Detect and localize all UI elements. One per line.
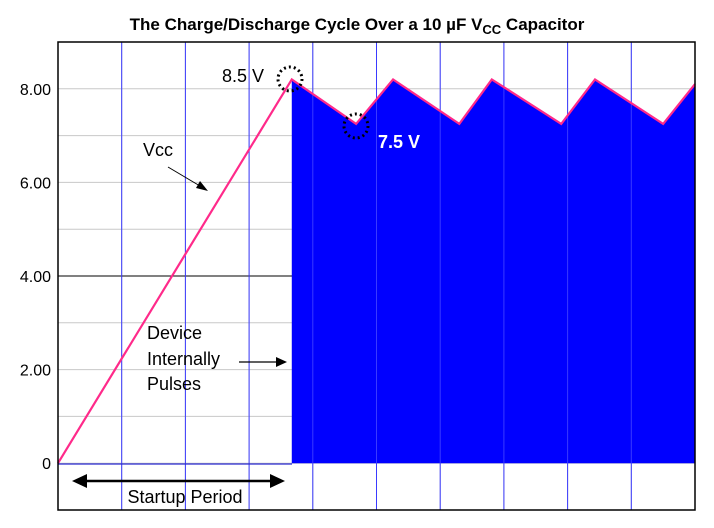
y-tick-label: 4.00 xyxy=(20,269,51,286)
vcc-line xyxy=(57,77,696,464)
y-tick-label: 8.00 xyxy=(20,82,51,99)
y-tick-label: 6.00 xyxy=(20,175,51,192)
y-tick-label: 2.00 xyxy=(20,363,51,380)
pulses-fill xyxy=(291,79,695,464)
vcc-arrowhead-icon xyxy=(196,181,208,191)
pulses-label-3: Pulses xyxy=(147,374,201,394)
vcc-arrow xyxy=(167,166,201,187)
peak-marker-icon xyxy=(276,65,304,93)
chart-title: The Charge/Discharge Cycle Over a 10 µF … xyxy=(130,15,585,37)
peak-label: 8.5 V xyxy=(222,66,264,86)
trough-marker-icon xyxy=(342,112,370,140)
startup-arrow-right-icon xyxy=(270,474,285,488)
pulses-label-2: Internally xyxy=(147,349,220,369)
startup-label: Startup Period xyxy=(127,487,242,507)
y-tick-label: 0 xyxy=(42,456,51,473)
trough-label: 7.5 V xyxy=(378,132,420,152)
pulses-label-1: Device xyxy=(147,323,202,343)
pulses-arrowhead-icon xyxy=(276,357,287,367)
startup-arrow-left-icon xyxy=(72,474,87,488)
vcc-label: Vcc xyxy=(143,140,173,160)
plot-frame xyxy=(57,41,696,511)
